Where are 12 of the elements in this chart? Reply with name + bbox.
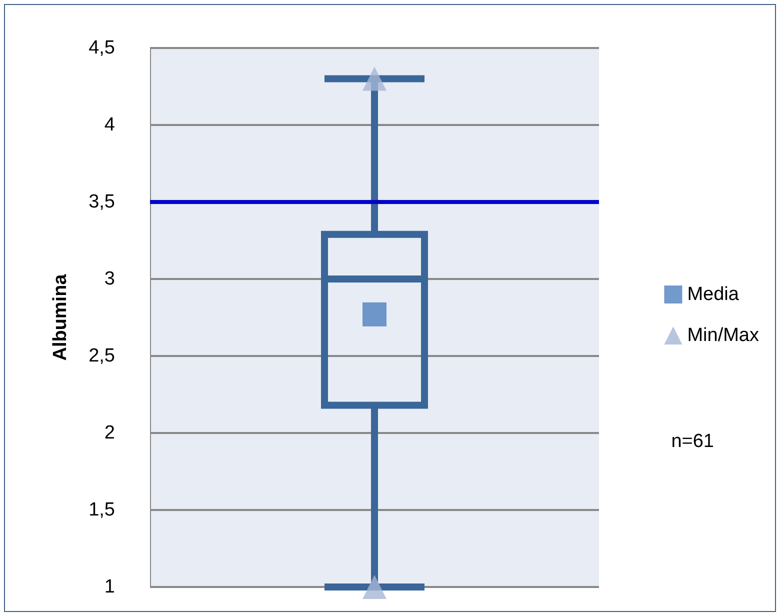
y-tick-label: 2	[104, 422, 115, 444]
y-tick-label: 2,5	[88, 346, 115, 366]
y-tick-label: 1	[104, 576, 115, 598]
text: n=61	[671, 431, 714, 452]
y-tick-label: 4,5	[88, 38, 115, 58]
y-tick-label: 1,5	[88, 500, 115, 520]
legend-label: Media	[687, 284, 740, 305]
y-axis-title: Albumina	[50, 274, 71, 361]
y-tick-label: 4	[104, 114, 116, 136]
y-tick-label: 3,5	[88, 192, 115, 212]
legend-label: Min/Max	[687, 325, 760, 346]
y-tick-label: 3	[104, 268, 115, 290]
